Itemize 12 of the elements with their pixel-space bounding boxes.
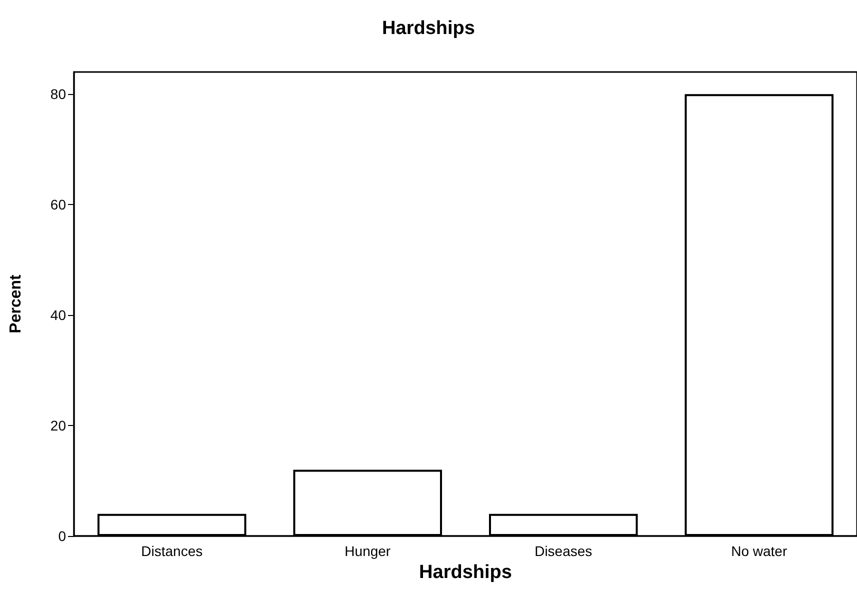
x-tick-label: Hunger: [344, 543, 391, 559]
y-tick-label: 80: [50, 86, 66, 102]
x-tick-label: Distances: [141, 543, 203, 559]
chart-title: Hardships: [382, 18, 475, 39]
y-axis-title: Percent: [8, 274, 24, 334]
y-tick-label: 60: [50, 196, 66, 213]
x-tick-label: Diseases: [534, 543, 592, 559]
y-tick-label: 0: [58, 528, 66, 544]
y-tick-label: 40: [50, 307, 66, 324]
x-tick-label: No water: [731, 543, 788, 559]
x-axis-title: Hardships: [419, 562, 512, 583]
y-tick-label: 20: [50, 418, 66, 434]
